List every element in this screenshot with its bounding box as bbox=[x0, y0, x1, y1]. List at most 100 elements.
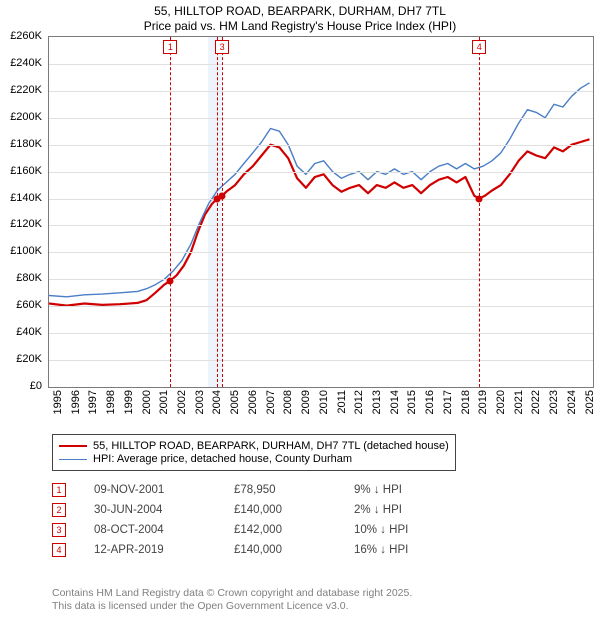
legend-item: HPI: Average price, detached house, Coun… bbox=[59, 453, 449, 465]
x-tick-label: 2021 bbox=[513, 390, 525, 414]
sales-row-price: £140,000 bbox=[234, 544, 354, 556]
y-tick-label: £160K bbox=[0, 165, 42, 177]
x-tick-label: 1997 bbox=[87, 390, 99, 414]
y-tick-label: £140K bbox=[0, 192, 42, 204]
sales-row-price: £140,000 bbox=[234, 504, 354, 516]
x-tick-label: 2023 bbox=[548, 390, 560, 414]
x-tick-label: 2008 bbox=[282, 390, 294, 414]
sales-row-price: £142,000 bbox=[234, 524, 354, 536]
x-tick-label: 2012 bbox=[353, 390, 365, 414]
gridline bbox=[49, 172, 593, 173]
x-tick-label: 2001 bbox=[158, 390, 170, 414]
gridline bbox=[49, 118, 593, 119]
sale-marker-line bbox=[217, 37, 218, 387]
gridline bbox=[49, 145, 593, 146]
y-tick-label: £100K bbox=[0, 245, 42, 257]
y-tick-label: £240K bbox=[0, 57, 42, 69]
sales-row-date: 09-NOV-2001 bbox=[94, 484, 234, 496]
x-tick-label: 2014 bbox=[389, 390, 401, 414]
y-tick-label: £180K bbox=[0, 138, 42, 150]
x-tick-label: 2002 bbox=[176, 390, 188, 414]
x-tick-label: 2011 bbox=[336, 390, 348, 414]
gridline bbox=[49, 279, 593, 280]
title-subtitle: Price paid vs. HM Land Registry's House … bbox=[0, 19, 600, 34]
sales-table-row: 1 09-NOV-2001£78,9509% ↓ HPI bbox=[52, 480, 454, 500]
sale-marker-line bbox=[222, 37, 223, 387]
x-tick-label: 2004 bbox=[211, 390, 223, 414]
sale-point bbox=[476, 195, 483, 202]
sale-marker-line bbox=[170, 37, 171, 387]
y-tick-label: £0 bbox=[0, 380, 42, 392]
x-tick-label: 1996 bbox=[70, 390, 82, 414]
sales-row-date: 08-OCT-2004 bbox=[94, 524, 234, 536]
x-tick-label: 2005 bbox=[229, 390, 241, 414]
sale-marker-line bbox=[479, 37, 480, 387]
sale-point bbox=[219, 192, 226, 199]
sales-row-date: 12-APR-2019 bbox=[94, 544, 234, 556]
sales-row-marker: 1 bbox=[52, 483, 66, 497]
y-tick-label: £220K bbox=[0, 84, 42, 96]
legend-swatch bbox=[59, 459, 87, 460]
legend-text: 55, HILLTOP ROAD, BEARPARK, DURHAM, DH7 … bbox=[93, 440, 449, 452]
y-tick-label: £80K bbox=[0, 272, 42, 284]
x-tick-label: 2019 bbox=[477, 390, 489, 414]
x-tick-label: 2000 bbox=[141, 390, 153, 414]
x-tick-label: 2022 bbox=[530, 390, 542, 414]
sales-table-row: 3 08-OCT-2004£142,00010% ↓ HPI bbox=[52, 520, 454, 540]
footer-line2: This data is licensed under the Open Gov… bbox=[52, 600, 412, 614]
x-tick-label: 2010 bbox=[318, 390, 330, 414]
sales-row-date: 30-JUN-2004 bbox=[94, 504, 234, 516]
gridline bbox=[49, 91, 593, 92]
gridline bbox=[49, 306, 593, 307]
sales-row-diff: 16% ↓ HPI bbox=[354, 544, 454, 556]
x-tick-label: 1998 bbox=[105, 390, 117, 414]
x-tick-label: 2009 bbox=[300, 390, 312, 414]
sale-marker-label: 1 bbox=[163, 40, 177, 54]
chart-wrap: £0 £20K £40K £60K £80K £100K £120K £140K £160K £1… bbox=[0, 36, 600, 430]
chart-container: 55, HILLTOP ROAD, BEARPARK, DURHAM, DH7 … bbox=[0, 0, 600, 620]
sales-table-row: 2 30-JUN-2004£140,0002% ↓ HPI bbox=[52, 500, 454, 520]
sale-marker-label: 4 bbox=[472, 40, 486, 54]
y-tick-label: £260K bbox=[0, 30, 42, 42]
x-tick-label: 2018 bbox=[460, 390, 472, 414]
sales-row-diff: 10% ↓ HPI bbox=[354, 524, 454, 536]
plot-area: 1 3 4 bbox=[48, 36, 594, 388]
y-tick-label: £120K bbox=[0, 218, 42, 230]
x-tick-label: 2015 bbox=[406, 390, 418, 414]
gridline bbox=[49, 252, 593, 253]
x-tick-label: 2016 bbox=[424, 390, 436, 414]
footer: Contains HM Land Registry data © Crown c… bbox=[52, 587, 412, 614]
x-tick-label: 2020 bbox=[495, 390, 507, 414]
sale-point bbox=[167, 277, 174, 284]
sales-row-diff: 2% ↓ HPI bbox=[354, 504, 454, 516]
legend-item: 55, HILLTOP ROAD, BEARPARK, DURHAM, DH7 … bbox=[59, 440, 449, 452]
line-series-svg bbox=[49, 37, 593, 387]
gridline bbox=[49, 64, 593, 65]
footer-line1: Contains HM Land Registry data © Crown c… bbox=[52, 587, 412, 601]
y-tick-label: £40K bbox=[0, 326, 42, 338]
x-tick-label: 2003 bbox=[194, 390, 206, 414]
legend-text: HPI: Average price, detached house, Coun… bbox=[93, 453, 352, 465]
gridline bbox=[49, 225, 593, 226]
y-tick-label: £60K bbox=[0, 299, 42, 311]
sales-table: 109-NOV-2001£78,9509% ↓ HPI230-JUN-2004£… bbox=[52, 480, 454, 560]
sales-row-marker: 2 bbox=[52, 503, 66, 517]
sale-marker-label: 3 bbox=[215, 40, 229, 54]
x-tick-label: 2007 bbox=[265, 390, 277, 414]
title-block: 55, HILLTOP ROAD, BEARPARK, DURHAM, DH7 … bbox=[0, 0, 600, 34]
legend: 55, HILLTOP ROAD, BEARPARK, DURHAM, DH7 … bbox=[52, 434, 456, 471]
series-hpi bbox=[49, 83, 590, 297]
y-tick-label: £20K bbox=[0, 353, 42, 365]
x-tick-label: 2013 bbox=[371, 390, 383, 414]
sales-row-price: £78,950 bbox=[234, 484, 354, 496]
y-tick-label: £200K bbox=[0, 111, 42, 123]
x-tick-label: 2025 bbox=[584, 390, 596, 414]
sales-row-diff: 9% ↓ HPI bbox=[354, 484, 454, 496]
x-tick-label: 1995 bbox=[52, 390, 64, 414]
series-property bbox=[49, 139, 590, 305]
sales-table-row: 4 12-APR-2019£140,00016% ↓ HPI bbox=[52, 540, 454, 560]
legend-swatch bbox=[59, 445, 87, 447]
sales-row-marker: 4 bbox=[52, 543, 66, 557]
gridline bbox=[49, 199, 593, 200]
sales-row-marker: 3 bbox=[52, 523, 66, 537]
